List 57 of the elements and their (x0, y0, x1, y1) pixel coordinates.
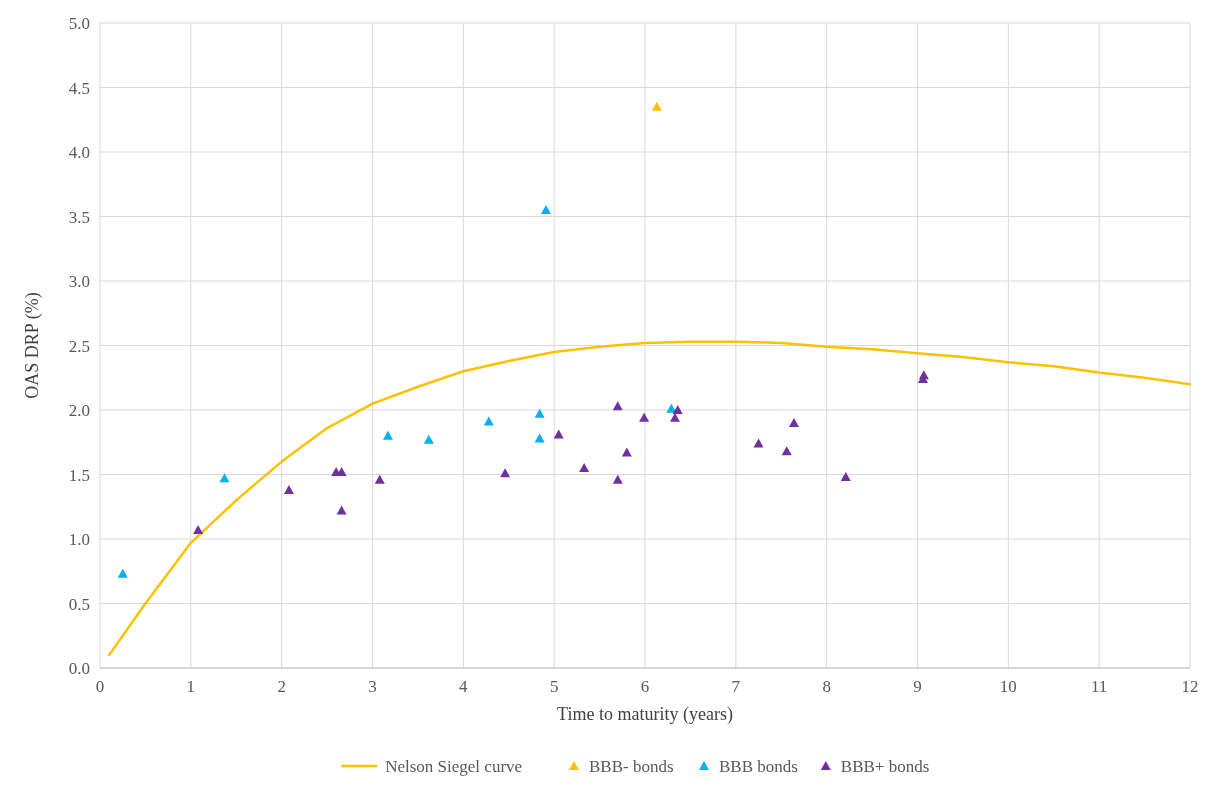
x-tick-label: 10 (999, 677, 1017, 696)
point (672, 405, 683, 414)
y-tick-label: 2.0 (68, 401, 90, 420)
point (500, 468, 511, 478)
x-tick-label: 9 (913, 677, 922, 696)
line-series (107, 340, 1192, 657)
legend-label: BBB- bonds (589, 757, 674, 776)
point (283, 484, 294, 494)
y-tick-label: 4.0 (68, 143, 90, 162)
point (639, 412, 650, 422)
point (336, 505, 347, 515)
point (117, 568, 128, 578)
legend-label: BBB bonds (719, 757, 798, 776)
x-tick-label: 0 (95, 677, 105, 696)
x-tick-label: 7 (731, 677, 741, 696)
point (483, 416, 494, 426)
x-tick-label: 5 (549, 677, 559, 696)
point (781, 446, 792, 456)
x-tick-label: 4 (459, 677, 469, 696)
y-tick-label: 1.0 (68, 530, 90, 549)
y-tick-label: 0.0 (68, 659, 90, 678)
point (612, 474, 623, 484)
point (374, 474, 385, 484)
legend-label: BBB+ bonds (840, 757, 930, 776)
point (788, 417, 799, 427)
point (534, 408, 545, 418)
y-tick-label: 3.0 (68, 272, 90, 291)
point (193, 524, 204, 534)
y-tick-label: 2.5 (68, 336, 90, 356)
point (423, 434, 434, 444)
legend-label: Nelson Siegel curve (385, 757, 523, 776)
y-tick-label: 1.5 (68, 465, 90, 485)
point (840, 472, 851, 482)
x-tick-label: 2 (277, 677, 286, 696)
y-tick-label: 4.5 (68, 78, 90, 98)
point (540, 205, 551, 215)
point (219, 473, 230, 483)
y-axis-title: OAS DRP (%) (22, 292, 43, 399)
point (382, 430, 393, 440)
point (918, 370, 929, 380)
point (553, 429, 564, 439)
point (534, 433, 545, 443)
point (579, 463, 590, 473)
x-tick-label: 11 (1090, 677, 1108, 696)
y-tick-label: 3.5 (68, 207, 90, 227)
x-tick-label: 3 (368, 677, 377, 696)
x-tick-label: 12 (1181, 677, 1199, 696)
x-tick-label: 8 (822, 677, 831, 696)
x-axis-title: Time to maturity (years) (557, 704, 733, 725)
x-tick-label: 6 (640, 677, 650, 696)
y-tick-label: 0.5 (68, 594, 90, 614)
x-tick-label: 1 (186, 677, 196, 696)
y-tick-label: 5.0 (68, 14, 90, 33)
point (621, 447, 632, 457)
point (612, 401, 623, 411)
point (651, 101, 662, 111)
point (753, 438, 764, 448)
